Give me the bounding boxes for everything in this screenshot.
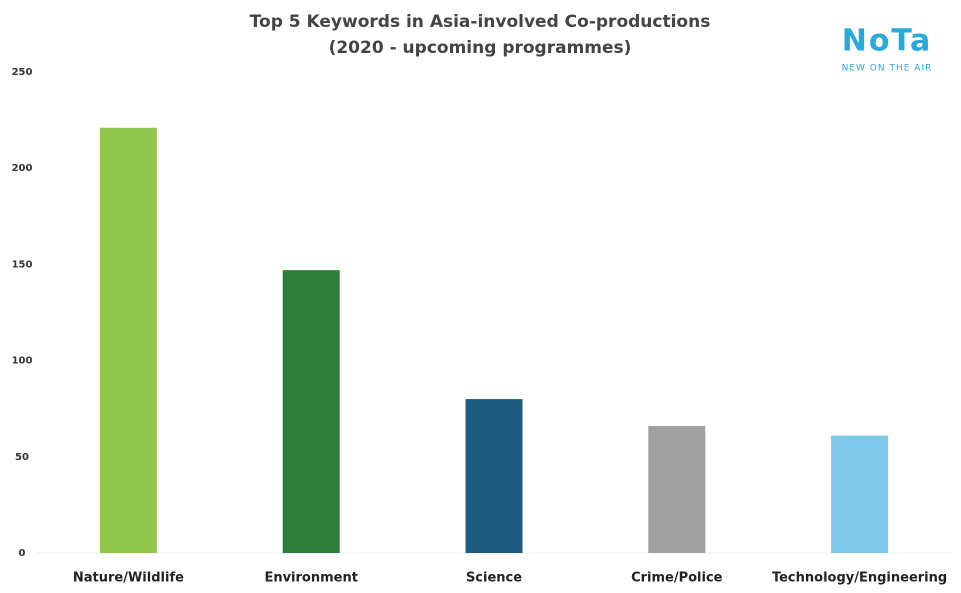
y-tick-label: 200 [12,163,33,174]
y-tick-label: 0 [19,548,26,559]
y-tick-label: 50 [15,452,29,463]
y-tick-label: 150 [12,259,33,270]
x-tick-label: Environment [264,571,358,586]
bar [831,435,889,553]
x-tick-label: Technology/Engineering [772,571,947,586]
y-tick-label: 250 [12,67,33,78]
chart-subtitle: (2020 - upcoming programmes) [329,38,632,58]
bar [282,270,340,553]
y-tick-label: 100 [12,356,33,367]
x-tick-label: Science [466,571,522,586]
x-tick-label: Nature/Wildlife [73,571,184,586]
logo-name: NoTa [842,24,933,59]
x-tick-label: Crime/Police [631,571,723,586]
chart-title: Top 5 Keywords in Asia-involved Co-produ… [250,12,711,32]
bar [465,399,523,553]
bar [99,127,157,554]
logo-tagline: NEW ON THE AIR [842,64,933,74]
bar [648,426,706,553]
